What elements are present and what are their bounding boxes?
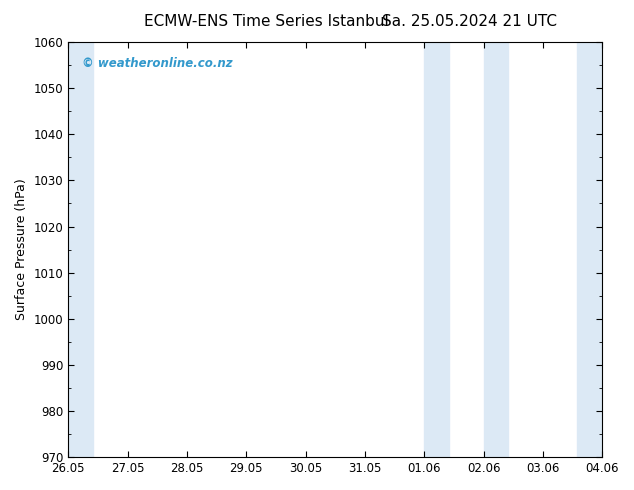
Text: © weatheronline.co.nz: © weatheronline.co.nz	[82, 56, 232, 70]
Text: ECMW-ENS Time Series Istanbul: ECMW-ENS Time Series Istanbul	[144, 14, 389, 29]
Bar	[484, 42, 508, 457]
Y-axis label: Surface Pressure (hPa): Surface Pressure (hPa)	[15, 179, 28, 320]
Bar	[578, 42, 602, 457]
Text: Sa. 25.05.2024 21 UTC: Sa. 25.05.2024 21 UTC	[382, 14, 557, 29]
Bar	[68, 42, 93, 457]
Bar	[424, 42, 449, 457]
